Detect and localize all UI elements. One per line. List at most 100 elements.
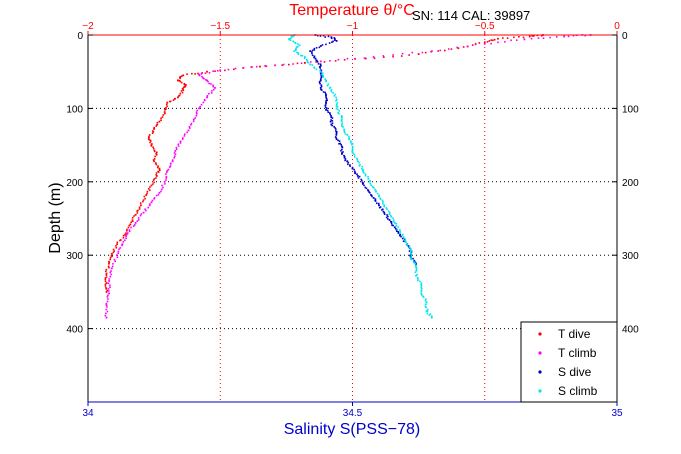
interp-point (337, 58, 340, 61)
y-tick-label-right: 100 (622, 104, 639, 115)
interp-point (365, 187, 368, 190)
interp-point (430, 315, 433, 318)
interp-point (142, 200, 144, 203)
data-point (319, 72, 322, 75)
interp-point (318, 46, 321, 49)
data-point (121, 243, 124, 246)
interp-point (104, 270, 107, 273)
interp-point (115, 246, 118, 249)
interp-point (400, 55, 403, 57)
interp-point (318, 81, 321, 84)
data-point (192, 118, 195, 121)
interp-point (316, 61, 319, 63)
data-point (330, 36, 333, 39)
interp-point (201, 72, 203, 74)
data-point (110, 267, 113, 270)
interp-point (320, 88, 322, 91)
data-point (330, 123, 333, 126)
interp-point (164, 183, 166, 185)
interp-point (128, 230, 131, 233)
interp-point (106, 300, 109, 303)
data-point (108, 292, 111, 295)
interp-point (104, 314, 107, 317)
interp-point (153, 197, 155, 200)
data-point (155, 151, 158, 154)
y-axis-label: Depth (m) (47, 182, 64, 253)
y-tick-label-left: 200 (66, 178, 83, 189)
data-point (341, 125, 343, 127)
interp-point (420, 285, 423, 287)
interp-point (332, 92, 334, 94)
interp-point (105, 302, 108, 305)
interp-point (343, 128, 345, 131)
interp-point (450, 48, 453, 50)
data-point (319, 45, 322, 47)
interp-point (518, 36, 520, 38)
interp-point (395, 230, 398, 232)
interp-point (322, 91, 325, 93)
interp-point (197, 72, 199, 75)
interp-point (340, 115, 343, 117)
interp-point (327, 83, 330, 86)
data-point (420, 283, 423, 286)
interp-point (181, 138, 184, 140)
interp-point (497, 41, 499, 44)
interp-point (420, 282, 423, 284)
interp-point (150, 140, 152, 142)
interp-point (108, 266, 110, 269)
interp-point (331, 122, 334, 124)
interp-point (382, 202, 384, 205)
data-point (335, 138, 338, 141)
interp-point (104, 280, 107, 283)
data-point (399, 230, 402, 233)
interp-point (128, 224, 131, 227)
interp-point (204, 72, 207, 75)
interp-point (155, 194, 158, 197)
interp-point (126, 230, 128, 232)
data-point (124, 233, 126, 236)
data-point (166, 101, 169, 104)
data-point (309, 50, 312, 53)
interp-point (195, 114, 198, 117)
interp-point (338, 140, 341, 142)
interp-point (117, 252, 120, 254)
interp-point (112, 248, 115, 251)
interp-point (324, 93, 327, 95)
interp-point (406, 243, 409, 245)
interp-point (208, 82, 210, 85)
interp-point (104, 283, 107, 286)
interp-point (160, 117, 162, 120)
interp-point (395, 224, 398, 227)
interp-point (142, 199, 145, 201)
interp-point (381, 199, 384, 202)
interp-point (341, 118, 343, 121)
data-point (351, 151, 354, 154)
data-point (388, 219, 391, 221)
interp-point (335, 133, 338, 135)
interp-point (320, 84, 323, 86)
interp-point (149, 189, 151, 192)
top-tick-label: −1.5 (210, 21, 230, 32)
interp-point (331, 41, 333, 44)
interp-point (414, 271, 417, 274)
chart-header: SN: 114 CAL: 39897 (412, 8, 530, 23)
bottom-tick-label: 34.5 (343, 408, 363, 419)
interp-point (328, 87, 331, 89)
interp-point (390, 222, 393, 225)
interp-point (408, 250, 411, 252)
interp-point (174, 155, 176, 157)
y-tick-label-left: 400 (66, 325, 83, 336)
interp-point (401, 234, 403, 237)
interp-point (344, 159, 346, 162)
interp-point (348, 137, 350, 140)
interp-point (210, 83, 212, 85)
interp-point (369, 180, 371, 183)
data-point (325, 79, 327, 82)
interp-point (151, 143, 153, 145)
interp-point (255, 65, 258, 68)
data-point (523, 38, 526, 41)
interp-point (335, 105, 338, 107)
interp-point (149, 186, 151, 188)
interp-point (335, 96, 337, 99)
interp-point (153, 178, 156, 180)
